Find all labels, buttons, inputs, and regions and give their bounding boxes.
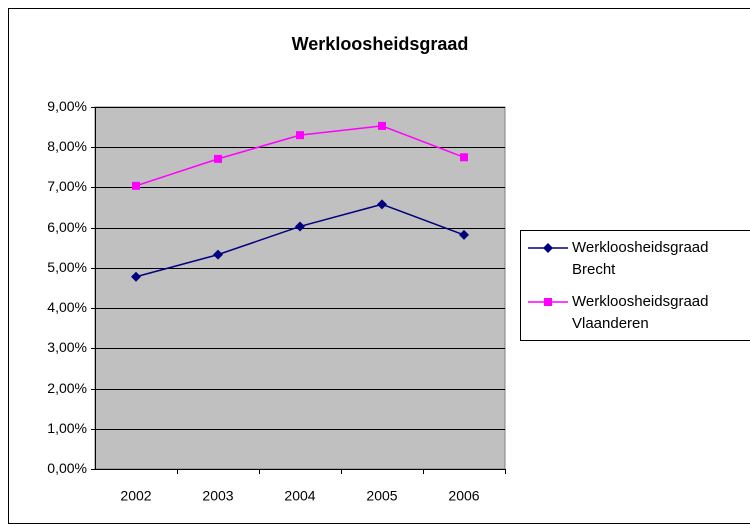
x-tick-label: 2004	[284, 488, 315, 504]
legend-box	[520, 230, 750, 341]
y-tick-label: 6,00%	[47, 219, 87, 235]
y-tick-label: 0,00%	[47, 460, 87, 476]
x-tick-label: 2006	[448, 488, 479, 504]
y-tick-label: 5,00%	[47, 259, 87, 275]
chart-title: Werkloosheidsgraad	[292, 34, 469, 54]
point-marker	[132, 181, 140, 190]
x-tick-label: 2003	[202, 488, 233, 504]
point-marker	[131, 271, 141, 282]
y-tick-label: 9,00%	[47, 98, 87, 114]
point-marker	[543, 243, 553, 253]
point-marker	[460, 153, 468, 162]
plot-area	[94, 106, 506, 470]
y-tick-label: 1,00%	[47, 420, 87, 436]
point-marker	[544, 298, 552, 306]
legend-label: Werkloosheidsgraad Brecht	[572, 239, 709, 278]
y-tick-label: 2,00%	[47, 380, 87, 396]
x-tick-label: 2002	[120, 488, 151, 504]
point-marker	[296, 131, 304, 140]
x-tick-label: 2005	[366, 488, 397, 504]
point-marker	[459, 229, 469, 240]
y-tick-label: 7,00%	[47, 178, 87, 194]
point-marker	[213, 249, 223, 260]
y-tick-label: 3,00%	[47, 339, 87, 355]
point-marker	[377, 199, 387, 210]
point-marker	[378, 121, 386, 130]
point-marker	[214, 154, 222, 163]
y-tick-label: 4,00%	[47, 299, 87, 315]
point-marker	[295, 221, 305, 232]
y-tick-label: 8,00%	[47, 138, 87, 154]
legend-label: Werkloosheidsgraad Vlaanderen	[572, 293, 709, 332]
